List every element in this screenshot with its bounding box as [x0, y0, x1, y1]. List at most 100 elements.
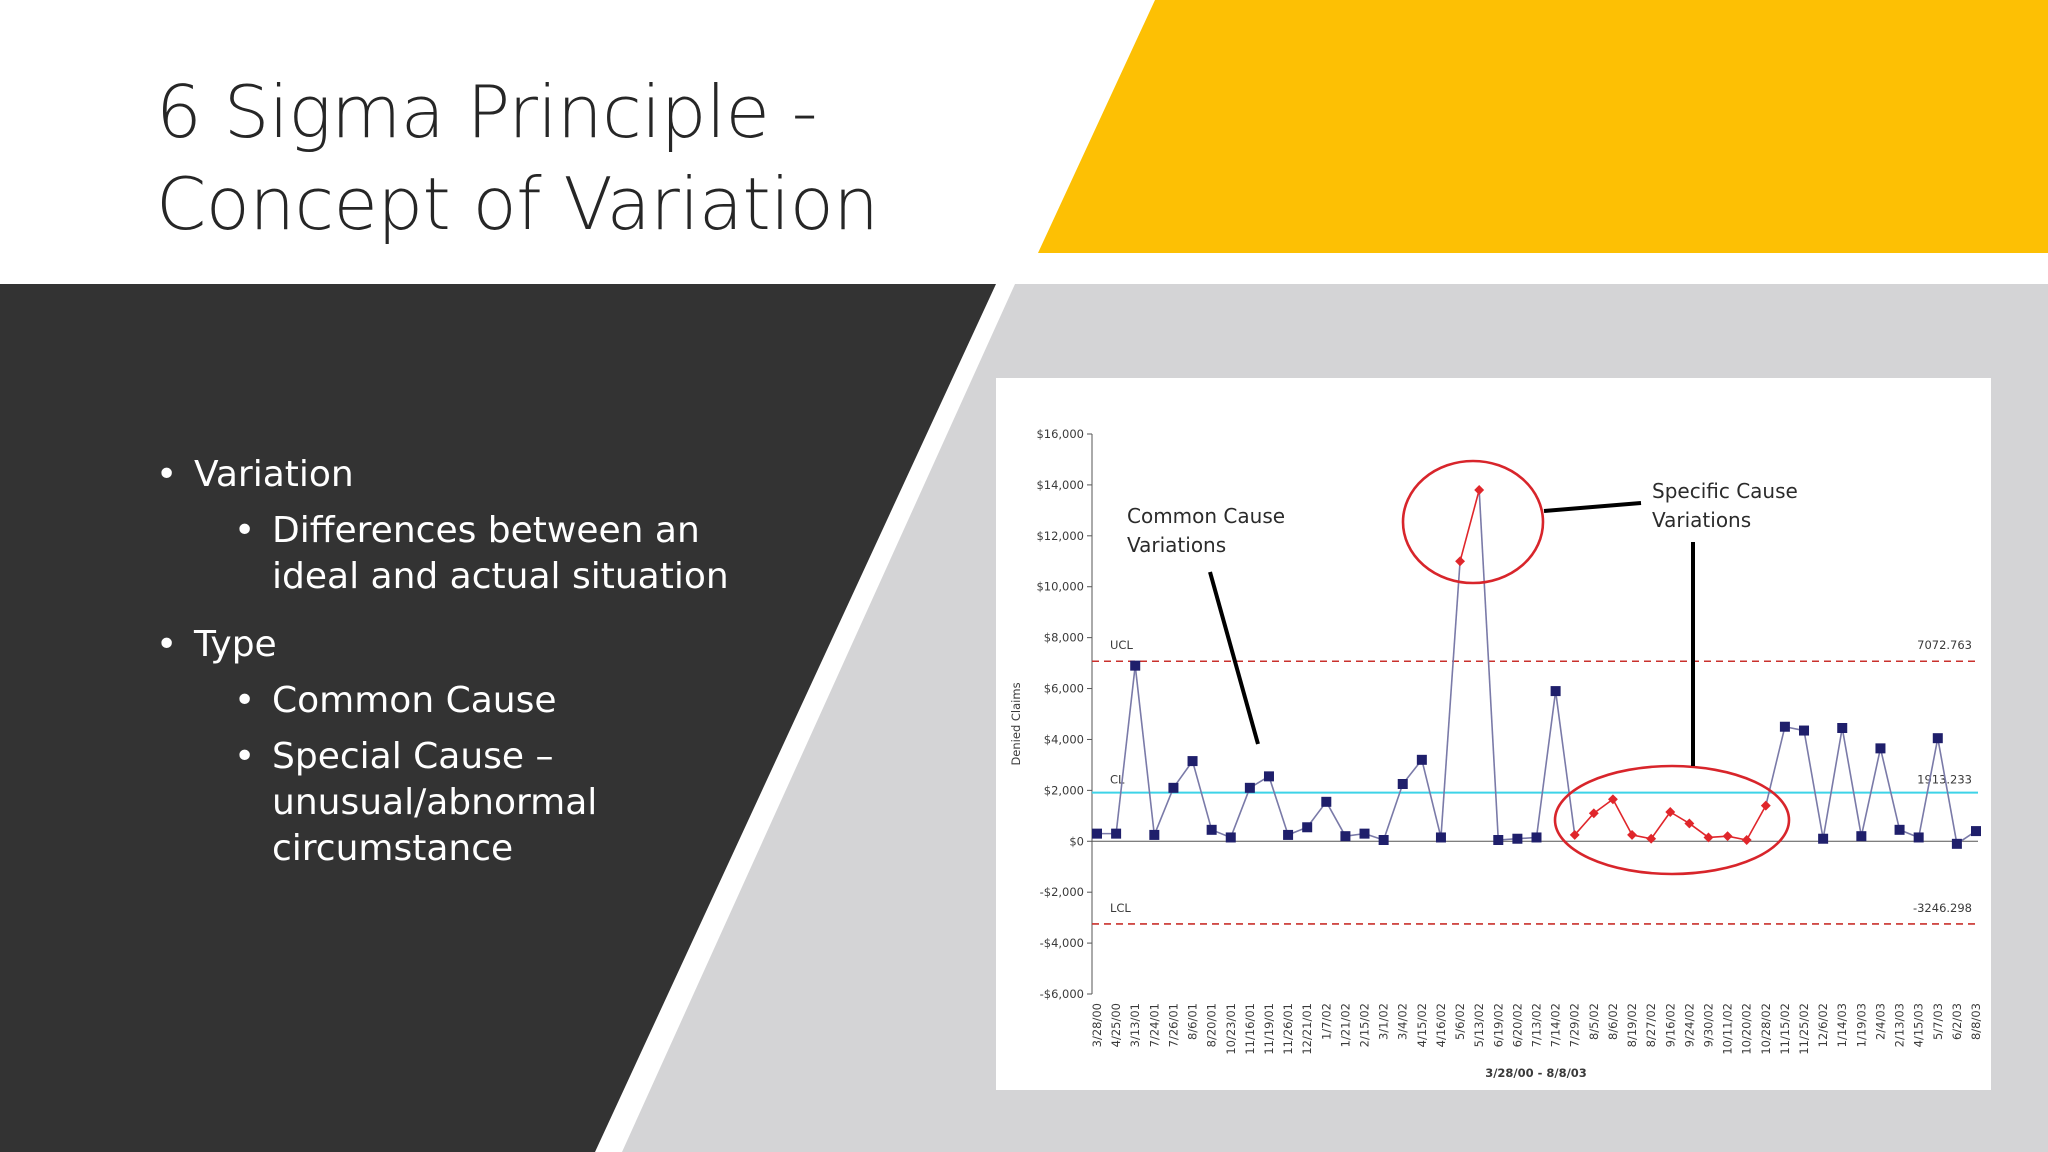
- x-tick-label: 4/15/03: [1912, 1003, 1926, 1047]
- x-tick-label: 11/25/02: [1797, 1003, 1811, 1055]
- series-segment: [1936, 738, 1958, 844]
- series-segment: [1325, 801, 1347, 837]
- series-segment: [1115, 665, 1137, 834]
- series-segment: [1822, 727, 1844, 839]
- common-cause-point: [1932, 733, 1943, 744]
- y-axis-label: Denied Claims: [1009, 682, 1023, 765]
- specific-cause-annotation-line-2: Variations: [1652, 508, 1751, 532]
- series-segment: [1593, 798, 1614, 814]
- common-cause-point: [1531, 832, 1542, 843]
- common-cause-point: [1244, 782, 1255, 793]
- x-tick-label: 8/20/01: [1205, 1003, 1219, 1047]
- special-cause-point: [1455, 556, 1466, 567]
- common-cause-pointer: [1208, 571, 1260, 745]
- y-tick-label: -$2,000: [1040, 885, 1084, 899]
- series-segment: [1153, 787, 1175, 836]
- specific-cause-annotation-line-1: Specific Cause: [1652, 479, 1798, 503]
- bullet-variation: Variation: [156, 452, 776, 498]
- special-cause-point: [1569, 829, 1580, 840]
- x-tick-label: 7/24/01: [1147, 1003, 1161, 1047]
- special-cause-line-2: unusual/abnormal: [272, 782, 598, 823]
- x-tick-label: 9/16/02: [1663, 1003, 1677, 1047]
- yellow-accent-shape: [1038, 0, 2048, 253]
- x-tick-label: 10/20/02: [1740, 1003, 1754, 1055]
- special-cause-point: [1665, 807, 1676, 817]
- series-segment: [1459, 489, 1480, 562]
- bullet-special-cause: Special Cause – unusual/abnormal circums…: [156, 734, 776, 872]
- x-tick-label: 1/14/03: [1835, 1003, 1849, 1047]
- common-cause-point: [1283, 829, 1294, 840]
- common-cause-point: [1225, 832, 1236, 843]
- lcl-value-label: -3246.298: [1913, 901, 1972, 915]
- x-tick-label: 1/7/02: [1319, 1003, 1333, 1040]
- common-cause-point: [1512, 833, 1523, 844]
- common-cause-annotation-line-2: Variations: [1127, 533, 1226, 557]
- x-tick-label: 6/20/02: [1510, 1003, 1524, 1047]
- x-tick-label: 7/29/02: [1568, 1003, 1582, 1047]
- common-cause-point: [1340, 831, 1351, 842]
- special-cause-point: [1760, 800, 1771, 811]
- x-tick-label: 3/4/02: [1396, 1003, 1410, 1040]
- common-cause-point: [1550, 686, 1561, 697]
- common-cause-point: [1435, 832, 1446, 843]
- x-tick-label: 9/24/02: [1682, 1003, 1696, 1047]
- specific-cause-pointer-peak: [1543, 501, 1642, 513]
- series-segment: [1191, 760, 1213, 831]
- x-tick-label: 8/19/02: [1625, 1003, 1639, 1047]
- common-cause-point: [1493, 835, 1504, 845]
- y-tick-label: $14,000: [1036, 478, 1084, 492]
- common-cause-point: [1779, 721, 1790, 732]
- common-cause-point: [1951, 838, 1962, 849]
- common-cause-point: [1799, 725, 1810, 736]
- x-tick-label: 6/2/03: [1950, 1003, 1964, 1040]
- x-tick-label: 5/6/02: [1453, 1003, 1467, 1040]
- variation-definition-line-1: Differences between an: [272, 510, 700, 551]
- series-segment: [1860, 748, 1882, 837]
- series-segment: [1650, 811, 1671, 840]
- series-segment: [1745, 805, 1767, 841]
- special-cause-point: [1646, 833, 1657, 844]
- lcl-label: LCL: [1110, 901, 1131, 915]
- y-tick-label: $16,000: [1036, 427, 1084, 441]
- y-tick-label: $10,000: [1036, 580, 1084, 594]
- y-tick-label: $8,000: [1044, 631, 1084, 645]
- common-cause-point: [1359, 828, 1370, 839]
- ucl-label: UCL: [1110, 638, 1133, 652]
- series-segment: [1554, 690, 1576, 836]
- special-cause-line-3: circumstance: [272, 828, 514, 869]
- x-tick-label: 3/28/00: [1090, 1003, 1104, 1047]
- common-cause-point: [1913, 832, 1924, 843]
- control-chart-svg: -$6,000 -$4,000 -$2,000 $0 $2,000 $4,000 $6,00…: [1009, 427, 1983, 1080]
- x-tick-label: 8/6/01: [1186, 1003, 1200, 1040]
- special-cause-point: [1474, 485, 1485, 495]
- x-tick-label: 11/16/01: [1243, 1003, 1257, 1055]
- x-tick-label: 3/1/02: [1377, 1003, 1391, 1040]
- x-tick-label: 7/26/01: [1166, 1003, 1180, 1047]
- y-tick-label: $0: [1069, 834, 1084, 848]
- common-cause-point: [1130, 660, 1141, 671]
- x-tick-label: 8/27/02: [1644, 1003, 1658, 1047]
- common-cause-point: [1894, 824, 1905, 835]
- x-tick-label: 2/15/02: [1358, 1003, 1372, 1047]
- special-cause-point: [1703, 832, 1714, 843]
- series-segment: [1879, 748, 1901, 831]
- series-segment: [1803, 730, 1824, 839]
- y-tick-label: $4,000: [1044, 732, 1084, 746]
- series-segment: [1688, 822, 1709, 839]
- special-cause-line-1: Special Cause –: [272, 736, 554, 777]
- common-cause-point: [1378, 835, 1389, 845]
- series-segment: [1478, 489, 1500, 841]
- x-tick-label: 5/13/02: [1472, 1003, 1486, 1047]
- series-segment: [1917, 738, 1939, 838]
- bullet-variation-definition: Differences between an ideal and actual …: [156, 508, 776, 600]
- y-tick-label: $2,000: [1044, 783, 1084, 797]
- x-tick-label: 8/8/03: [1969, 1003, 1983, 1040]
- series-segment: [1421, 759, 1442, 838]
- series-segment: [1440, 561, 1461, 838]
- y-tick-label: $6,000: [1044, 682, 1084, 696]
- x-tick-label: 4/15/02: [1415, 1003, 1429, 1047]
- title-line-2: Concept of Variation: [156, 162, 879, 246]
- x-tick-label: 4/16/02: [1434, 1003, 1448, 1047]
- x-tick-label: 11/19/01: [1262, 1003, 1276, 1055]
- x-tick-label: 2/4/03: [1873, 1003, 1887, 1040]
